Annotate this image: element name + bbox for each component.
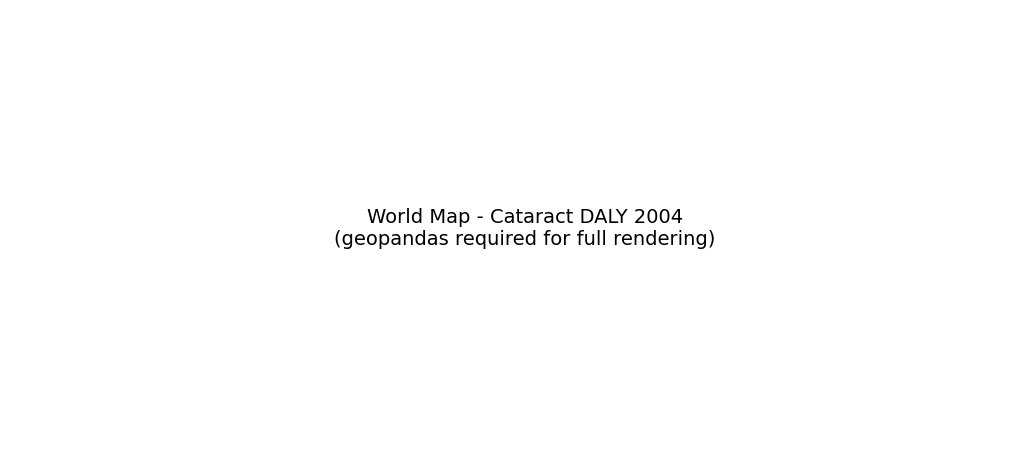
Text: World Map - Cataract DALY 2004
(geopandas required for full rendering): World Map - Cataract DALY 2004 (geopanda… — [334, 207, 716, 248]
